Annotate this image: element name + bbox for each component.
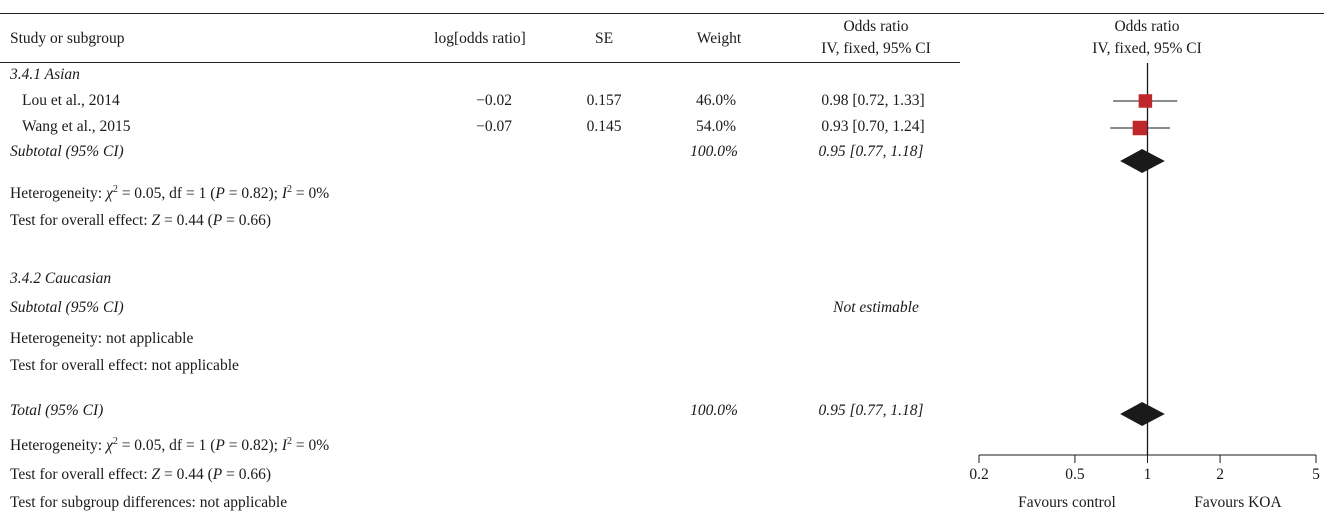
pooled-diamond <box>1120 149 1165 173</box>
header-or-line2: IV, fixed, 95% CI <box>821 40 931 57</box>
subtotal-label: Subtotal (95% CI) <box>10 143 124 160</box>
subgroup-title: 3.4.2 Caucasian <box>10 270 112 287</box>
x-tick-label: 0.5 <box>1065 466 1085 483</box>
subtotal-weight: 100.0% <box>690 143 738 160</box>
study-logor: −0.07 <box>476 118 512 135</box>
header-plot-line2: IV, fixed, 95% CI <box>1092 40 1202 57</box>
total-heterogeneity-line: Heterogeneity: χ2 = 0.05, df = 1 (P = 0.… <box>10 435 330 454</box>
x-tick-label: 1 <box>1144 466 1152 483</box>
overall-effect-line: Test for overall effect: not applicable <box>10 357 239 374</box>
heterogeneity-line: Heterogeneity: χ2 = 0.05, df = 1 (P = 0.… <box>10 183 330 202</box>
study-weight: 54.0% <box>695 118 737 135</box>
favours-right-label: Favours KOA <box>1194 494 1282 511</box>
header-or-line1: Odds ratio <box>843 18 909 35</box>
study-square <box>1132 120 1148 136</box>
heterogeneity-line: Heterogeneity: not applicable <box>10 330 194 347</box>
header-weight: Weight <box>696 30 742 47</box>
subgroup-title: 3.4.1 Asian <box>10 66 80 83</box>
header-rule <box>0 62 960 63</box>
favours-left-label: Favours control <box>1018 494 1116 511</box>
x-tick-label: 0.2 <box>969 466 988 483</box>
total-ci: 0.95 [0.77, 1.18] <box>818 402 924 419</box>
total-weight: 100.0% <box>690 402 738 419</box>
subtotal-label: Subtotal (95% CI) <box>10 299 124 316</box>
subtotal-ci: Not estimable <box>833 299 919 316</box>
pooled-diamond <box>1120 402 1165 426</box>
subtotal-ci: 0.95 [0.77, 1.18] <box>818 143 924 160</box>
study-se: 0.157 <box>586 92 622 109</box>
x-tick-label: 2 <box>1216 466 1224 483</box>
subgroup-differences-line: Test for subgroup differences: not appli… <box>10 494 288 511</box>
total-overall-effect-line: Test for overall effect: Z = 0.44 (P = 0… <box>10 466 272 483</box>
header-logor: log[odds ratio] <box>434 30 526 47</box>
header-se: SE <box>594 30 614 47</box>
total-label: Total (95% CI) <box>10 402 104 419</box>
study-name: Lou et al., 2014 <box>22 92 120 109</box>
header-study: Study or subgroup <box>10 30 125 47</box>
overall-effect-line: Test for overall effect: Z = 0.44 (P = 0… <box>10 212 272 229</box>
study-ci: 0.93 [0.70, 1.24] <box>821 118 925 135</box>
study-weight: 46.0% <box>695 92 737 109</box>
study-se: 0.145 <box>586 118 622 135</box>
top-rule <box>0 13 1324 14</box>
study-ci: 0.98 [0.72, 1.33] <box>821 92 925 109</box>
x-tick-label: 5 <box>1312 466 1320 483</box>
header-plot-line1: Odds ratio <box>1114 18 1180 35</box>
study-logor: −0.02 <box>476 92 512 109</box>
study-name: Wang et al., 2015 <box>22 118 131 135</box>
study-square <box>1138 94 1153 108</box>
